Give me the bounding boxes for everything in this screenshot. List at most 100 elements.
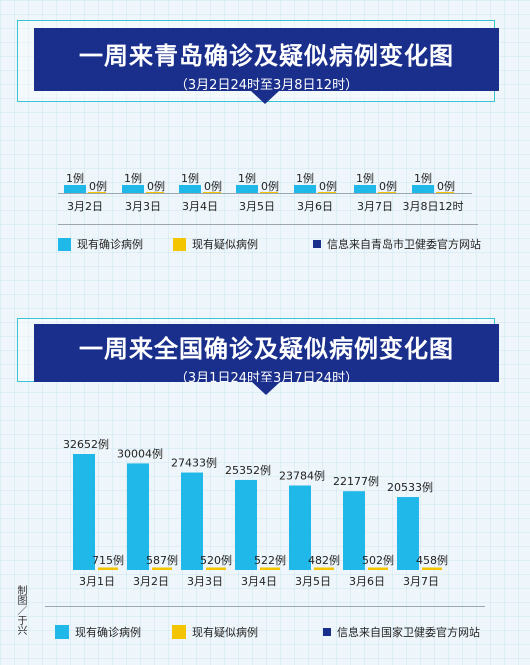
bar-confirmed: [294, 185, 316, 193]
bar-suspected: [88, 192, 106, 193]
bar-suspected: [203, 192, 221, 193]
data-label-confirmed: 1例: [238, 171, 256, 185]
data-label-confirmed: 1例: [356, 171, 374, 185]
x-tick-label: 3月6日: [349, 575, 385, 588]
data-label-confirmed: 1例: [296, 171, 314, 185]
data-label-suspected: 458例: [416, 553, 448, 567]
x-tick-label: 3月7日: [357, 200, 393, 213]
data-label-suspected: 0例: [147, 179, 165, 193]
x-tick-label: 3月5日: [239, 200, 275, 213]
data-label-suspected: 715例: [92, 553, 124, 567]
legend-suspected-item: 现有疑似病例: [172, 624, 258, 640]
bar-suspected: [260, 567, 280, 570]
top-banner-arrow: [251, 91, 279, 104]
top-title-banner: 一周来青岛确诊及疑似病例变化图 （3月2日24时至3月8日12时）: [34, 28, 499, 93]
bar-confirmed: [235, 479, 257, 570]
legend-confirmed-label: 现有确诊病例: [75, 626, 141, 639]
data-label-suspected: 482例: [308, 553, 340, 567]
x-tick-label: 3月2日: [133, 575, 169, 588]
data-label-confirmed: 23784例: [279, 469, 325, 483]
legend-source-label: 信息来自青岛市卫健委官方网站: [327, 238, 481, 251]
bar-suspected: [422, 567, 442, 570]
legend-confirmed-swatch: [58, 237, 71, 251]
bar-confirmed: [122, 185, 144, 193]
bar-confirmed: [64, 185, 86, 193]
legend-suspected-label: 现有疑似病例: [192, 626, 258, 639]
top-legend: 现有确诊病例 现有疑似病例 信息来自青岛市卫健委官方网站: [58, 236, 498, 252]
credit-text: 制图／于兴: [15, 585, 26, 635]
top-chart-title: 一周来青岛确诊及疑似病例变化图: [79, 42, 454, 70]
bar-confirmed: [73, 454, 95, 570]
bar-confirmed: [289, 485, 311, 570]
x-tick-label: 3月3日: [187, 575, 223, 588]
data-label-confirmed: 30004例: [117, 446, 163, 460]
data-label-confirmed: 22177例: [333, 474, 379, 488]
bar-suspected: [318, 192, 336, 193]
data-label-confirmed: 20533例: [387, 480, 433, 494]
legend-suspected-swatch: [173, 237, 186, 251]
x-tick-label: 3月6日: [297, 200, 333, 213]
legend-suspected-swatch: [172, 625, 186, 639]
bottom-chart-title: 一周来全国确诊及疑似病例变化图: [79, 335, 454, 363]
data-label-suspected: 0例: [89, 179, 107, 193]
data-label-confirmed: 25352例: [225, 463, 271, 477]
top-chart-subtitle: （3月2日24时至3月8日12时）: [174, 78, 359, 93]
bar-suspected: [314, 567, 334, 570]
bar-confirmed: [354, 185, 376, 193]
data-label-suspected: 522例: [254, 553, 286, 567]
legend-confirmed-label: 现有确诊病例: [77, 238, 143, 251]
data-label-suspected: 0例: [261, 179, 279, 193]
data-label-confirmed: 32652例: [63, 437, 109, 451]
x-tick-label: 3月7日: [403, 575, 439, 588]
legend-source-item: 信息来自国家卫健委官方网站: [323, 624, 480, 640]
x-tick-label: 3月4日: [182, 200, 218, 213]
bar-confirmed: [236, 185, 258, 193]
legend-confirmed-swatch: [55, 625, 69, 639]
bar-suspected: [260, 192, 278, 193]
bar-suspected: [436, 192, 454, 193]
data-label-confirmed: 1例: [66, 171, 84, 185]
bar-suspected: [378, 192, 396, 193]
data-label-suspected: 502例: [362, 553, 394, 567]
data-label-confirmed: 1例: [124, 171, 142, 185]
bar-suspected: [206, 567, 226, 570]
x-tick-label: 3月3日: [125, 200, 161, 213]
legend-confirmed-item: 现有确诊病例: [58, 236, 143, 252]
bar-suspected: [98, 567, 118, 570]
x-tick-label: 3月8日12时: [403, 200, 464, 213]
legend-source-item: 信息来自青岛市卫健委官方网站: [313, 236, 481, 252]
data-label-suspected: 587例: [146, 553, 178, 567]
bar-suspected: [146, 192, 164, 193]
data-label-suspected: 0例: [379, 179, 397, 193]
data-label-suspected: 0例: [319, 179, 337, 193]
x-tick-label: 3月5日: [295, 575, 331, 588]
bar-confirmed: [127, 463, 149, 570]
data-label-suspected: 520例: [200, 553, 232, 567]
data-label-confirmed: 1例: [181, 171, 199, 185]
x-tick-label: 3月2日: [67, 200, 103, 213]
x-tick-label: 3月4日: [241, 575, 277, 588]
data-label-suspected: 0例: [204, 179, 222, 193]
source-marker-icon: [313, 240, 321, 248]
data-label-confirmed: 1例: [414, 171, 432, 185]
data-label-confirmed: 27433例: [171, 456, 217, 470]
data-label-suspected: 0例: [437, 179, 455, 193]
legend-source-label: 信息来自国家卫健委官方网站: [337, 626, 480, 639]
bottom-title-banner: 一周来全国确诊及疑似病例变化图 （3月1日24时至3月7日24时）: [34, 324, 499, 386]
bottom-chart-subtitle: （3月1日24时至3月7日24时）: [174, 371, 359, 386]
bar-suspected: [152, 567, 172, 570]
bar-confirmed: [412, 185, 434, 193]
bar-suspected: [368, 567, 388, 570]
legend-suspected-label: 现有疑似病例: [192, 238, 258, 251]
bottom-banner-arrow: [252, 382, 280, 395]
x-tick-label: 3月1日: [79, 575, 115, 588]
source-marker-icon: [323, 628, 331, 636]
bottom-legend: 现有确诊病例 现有疑似病例 信息来自国家卫健委官方网站: [55, 624, 505, 640]
bar-confirmed: [179, 185, 201, 193]
bar-confirmed: [397, 497, 419, 570]
legend-suspected-item: 现有疑似病例: [173, 236, 258, 252]
bar-confirmed: [343, 491, 365, 570]
legend-confirmed-item: 现有确诊病例: [55, 624, 141, 640]
